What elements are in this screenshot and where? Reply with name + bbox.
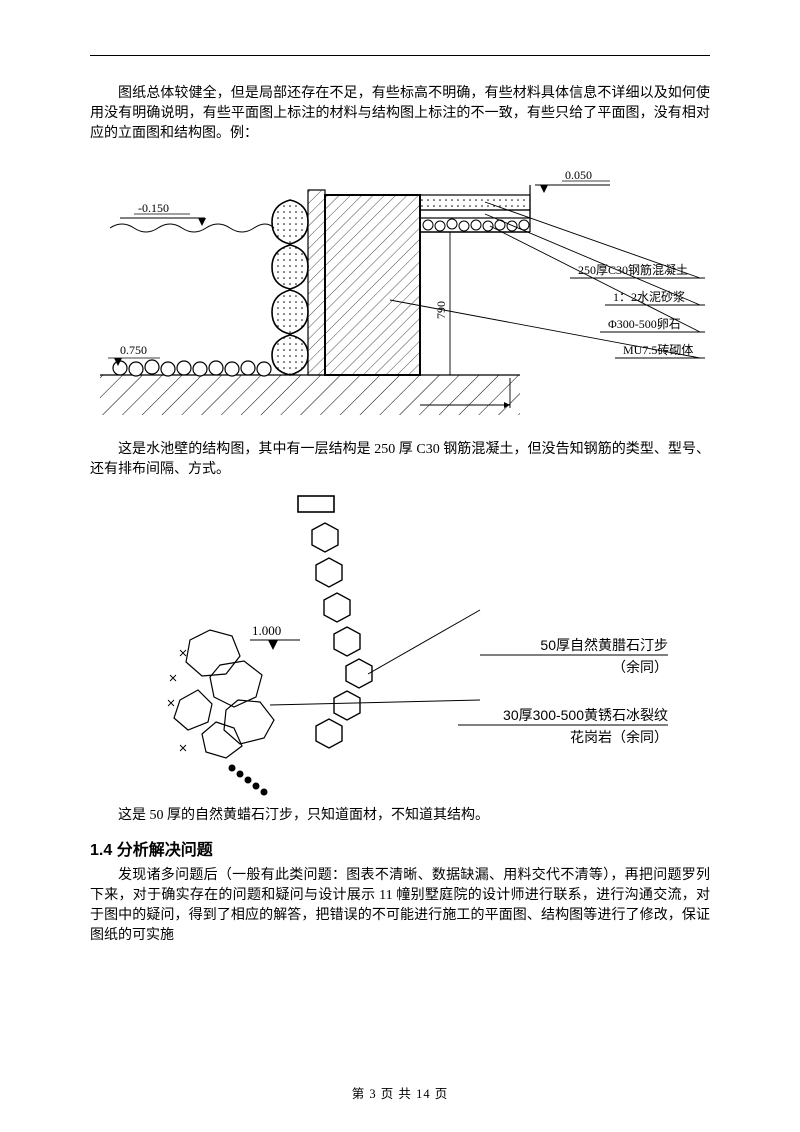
level-bottom: 0.750 [120, 343, 147, 357]
callout-3: Φ300-500卵石 [608, 317, 681, 331]
figure-pool-wall-section: 0.050 -0.150 0.750 790 250厚C30钢筋混凝土 1：2水… [90, 150, 710, 430]
level-water: -0.150 [138, 201, 169, 215]
page: 图纸总体较健全，但是局部还存在不足，有些标高不明确，有些材料具体信息不详细以及如… [0, 0, 800, 1132]
paragraph-2: 这是水池壁的结构图，其中有一层结构是 250 厚 C30 钢筋混凝土，但没告知钢… [90, 440, 710, 480]
elevation-label: 1.000 [252, 623, 281, 638]
callout-4: MU7.5砖砌体 [623, 342, 693, 357]
callout-2: 1：2水泥砂浆 [613, 289, 685, 304]
footer-total: 14 [416, 1087, 431, 1101]
page-footer: 第 3 页 共 14 页 [0, 1083, 800, 1102]
callout2-2-line2: 花岗岩（余同） [570, 729, 668, 745]
heading-1-4: 1.4 分析解决问题 [90, 836, 710, 860]
callout2-2-line1: 30厚300-500黄锈石冰裂纹 [503, 707, 668, 723]
callout2-1-line2: （余同） [612, 659, 668, 675]
level-top: 0.050 [565, 168, 592, 182]
paragraph-1: 图纸总体较健全，但是局部还存在不足，有些标高不明确，有些材料具体信息不详细以及如… [90, 84, 710, 144]
paragraph-4: 发现诸多问题后（一般有此类问题：图表不清晰、数据缺漏、用料交代不清等），再把问题… [90, 866, 710, 946]
footer-prefix: 第 [352, 1087, 370, 1101]
header-rule [90, 55, 710, 56]
depth-label: 790 [434, 301, 448, 319]
footer-suffix: 页 [431, 1087, 449, 1101]
footer-current: 3 [369, 1087, 376, 1101]
footer-mid: 页 共 [377, 1087, 416, 1101]
paragraph-3: 这是 50 厚的自然黄蜡石汀步，只知道面材，不知道其结构。 [90, 806, 710, 826]
figure-stepping-stones-plan: 1.000 50厚自然黄腊石汀步 （余同） 30厚300-500黄锈石冰裂纹 花… [120, 490, 680, 800]
callout-1: 250厚C30钢筋混凝土 [578, 262, 688, 277]
callout2-1-line1: 50厚自然黄腊石汀步 [540, 637, 668, 653]
